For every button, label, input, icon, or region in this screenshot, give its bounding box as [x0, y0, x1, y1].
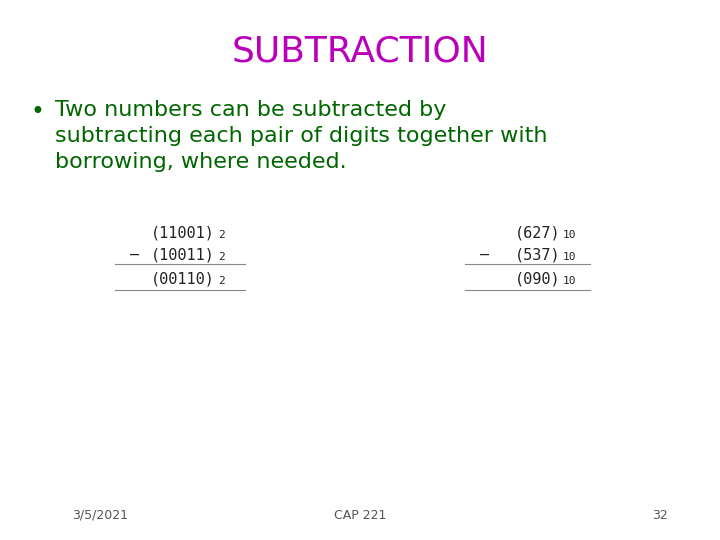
Text: CAP 221: CAP 221: [334, 509, 386, 522]
Text: (090): (090): [514, 271, 560, 286]
Text: (537): (537): [514, 247, 560, 262]
Text: 32: 32: [652, 509, 668, 522]
Text: 2: 2: [218, 252, 225, 262]
Text: 10: 10: [563, 230, 577, 240]
Text: 2: 2: [218, 230, 225, 240]
Text: –: –: [480, 247, 489, 262]
Text: 3/5/2021: 3/5/2021: [72, 509, 128, 522]
Text: SUBTRACTION: SUBTRACTION: [232, 35, 488, 69]
Text: (10011): (10011): [151, 247, 215, 262]
Text: borrowing, where needed.: borrowing, where needed.: [55, 152, 346, 172]
Text: (00110): (00110): [151, 271, 215, 286]
Text: subtracting each pair of digits together with: subtracting each pair of digits together…: [55, 126, 547, 146]
Text: 10: 10: [563, 252, 577, 262]
Text: 10: 10: [563, 276, 577, 286]
Text: •: •: [30, 100, 44, 124]
Text: (627): (627): [514, 225, 560, 240]
Text: (11001): (11001): [151, 225, 215, 240]
Text: Two numbers can be subtracted by: Two numbers can be subtracted by: [55, 100, 446, 120]
Text: –: –: [130, 247, 139, 262]
Text: 2: 2: [218, 276, 225, 286]
